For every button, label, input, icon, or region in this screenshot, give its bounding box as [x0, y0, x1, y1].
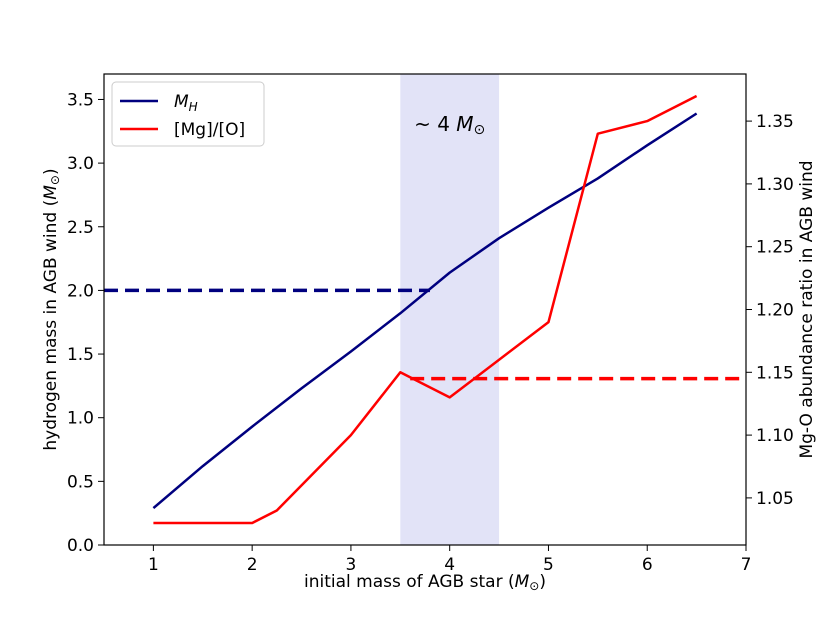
y-right-tick-label: 1.35 [756, 112, 794, 132]
band-label: ~ 4 M⊙ [414, 112, 485, 138]
series-lines [152, 94, 698, 525]
highlight-band [400, 74, 500, 545]
y-left-tick-label: 3.0 [67, 154, 94, 174]
y-left-tick-label: 3.5 [67, 90, 94, 110]
x-tick-label: 6 [642, 555, 653, 575]
y-right-tick-label: 1.30 [756, 175, 794, 195]
legend: MH [Mg]/[O] [111, 81, 265, 147]
series-line-0 [152, 112, 698, 510]
x-tick-label: 7 [741, 555, 752, 575]
y-left-axis-ticks: 0.0 0.5 1.0 1.5 2.0 2.5 3.0 3.5 [67, 90, 104, 556]
highlight-band-rect [400, 74, 500, 545]
y-left-tick-label: 1.0 [67, 409, 94, 429]
reference-lines [104, 288, 746, 381]
y-left-tick-label: 2.5 [67, 218, 94, 238]
y-left-tick-label: 0.0 [67, 536, 94, 556]
y-right-tick-label: 1.25 [756, 238, 794, 258]
x-tick-label: 2 [247, 555, 258, 575]
y-left-tick-label: 2.0 [67, 281, 94, 301]
legend-label-mh: MH [174, 92, 198, 114]
y-right-tick-label: 1.20 [756, 301, 794, 321]
x-tick-label: 4 [444, 555, 455, 575]
x-tick-label: 3 [346, 555, 357, 575]
y-right-tick-label: 1.10 [756, 426, 794, 446]
y-left-axis-label: hydrogen mass in AGB wind (M⊙) [41, 168, 62, 450]
y-right-axis-ticks: 1.05 1.10 1.15 1.20 1.25 1.30 1.35 [746, 112, 794, 509]
x-tick-label: 5 [543, 555, 554, 575]
x-axis-ticks: 1 2 3 4 5 6 7 [148, 545, 751, 575]
y-left-tick-label: 0.5 [67, 472, 94, 492]
y-right-tick-label: 1.15 [756, 363, 794, 383]
legend-label-mg-o: [Mg]/[O] [174, 120, 245, 140]
x-axis-label: initial mass of AGB star (M⊙) [304, 572, 546, 593]
y-left-tick-label: 1.5 [67, 345, 94, 365]
series-line-1 [153, 94, 698, 525]
y-right-axis-label: Mg-O abundance ratio in AGB wind [797, 160, 817, 458]
y-right-tick-label: 1.05 [756, 489, 794, 509]
x-tick-label: 1 [148, 555, 159, 575]
